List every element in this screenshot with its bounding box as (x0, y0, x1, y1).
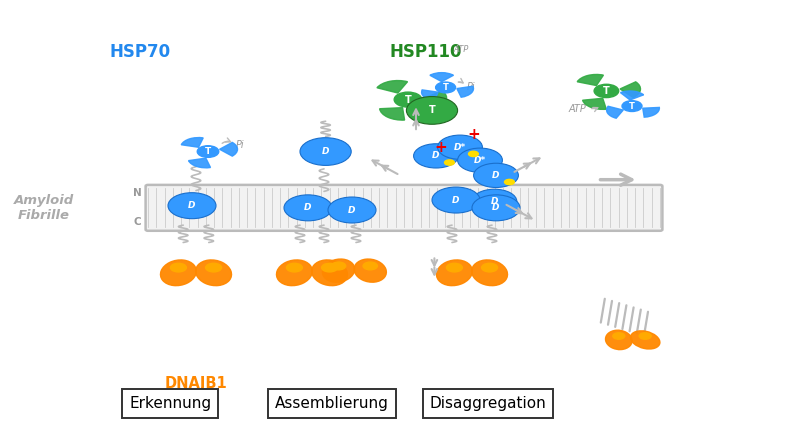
Text: T: T (629, 102, 635, 110)
Text: ATP: ATP (454, 45, 469, 54)
Text: D: D (304, 204, 312, 212)
Circle shape (505, 179, 514, 185)
Wedge shape (457, 86, 474, 97)
Text: T: T (442, 83, 449, 92)
Circle shape (363, 262, 378, 270)
Text: +: + (434, 140, 447, 155)
Text: ATP: ATP (569, 104, 586, 114)
Wedge shape (377, 81, 407, 93)
Wedge shape (189, 158, 210, 168)
Circle shape (613, 333, 625, 339)
Circle shape (331, 262, 346, 270)
Circle shape (446, 263, 462, 272)
Wedge shape (219, 142, 238, 156)
Wedge shape (380, 108, 405, 120)
Text: Pi: Pi (466, 81, 475, 92)
Text: +: + (467, 127, 480, 142)
Circle shape (436, 82, 455, 93)
Text: D*: D* (474, 156, 486, 165)
Circle shape (414, 144, 458, 168)
Wedge shape (423, 91, 446, 108)
Text: Pi: Pi (236, 140, 245, 150)
Text: DNAJB1: DNAJB1 (165, 376, 227, 391)
Text: D: D (492, 171, 500, 180)
Wedge shape (577, 74, 603, 86)
Circle shape (394, 92, 422, 107)
Circle shape (622, 101, 642, 111)
Circle shape (474, 163, 518, 187)
Circle shape (639, 333, 651, 339)
Wedge shape (642, 107, 659, 117)
Circle shape (206, 263, 222, 272)
Text: D: D (188, 201, 196, 210)
Circle shape (168, 193, 216, 219)
Text: Erkennung: Erkennung (130, 396, 211, 411)
Circle shape (322, 263, 338, 272)
Text: Disaggregation: Disaggregation (430, 396, 546, 411)
Ellipse shape (322, 259, 354, 282)
Text: D: D (432, 152, 440, 160)
Ellipse shape (630, 331, 660, 349)
Circle shape (300, 138, 351, 165)
Circle shape (286, 263, 302, 272)
FancyBboxPatch shape (146, 185, 662, 231)
Circle shape (170, 263, 186, 272)
Circle shape (472, 189, 517, 213)
Ellipse shape (606, 330, 632, 349)
Ellipse shape (196, 260, 231, 286)
Circle shape (458, 148, 502, 172)
Ellipse shape (312, 260, 347, 286)
Ellipse shape (277, 260, 312, 286)
Text: T: T (603, 86, 610, 96)
Wedge shape (606, 106, 623, 118)
Text: T: T (405, 94, 411, 105)
Text: D: D (348, 206, 356, 214)
Ellipse shape (354, 259, 386, 282)
Circle shape (284, 195, 332, 221)
Circle shape (328, 197, 376, 223)
Text: D: D (492, 204, 500, 212)
Wedge shape (620, 82, 641, 97)
Text: HSP110: HSP110 (390, 43, 462, 61)
Circle shape (432, 187, 480, 213)
Wedge shape (582, 98, 606, 110)
Circle shape (198, 146, 218, 157)
Text: D: D (490, 197, 498, 206)
Circle shape (445, 160, 454, 165)
Circle shape (406, 97, 458, 124)
Circle shape (482, 263, 498, 272)
Text: D*: D* (454, 143, 466, 152)
Text: T: T (205, 147, 211, 156)
Ellipse shape (161, 260, 196, 286)
Circle shape (594, 84, 618, 97)
Wedge shape (422, 90, 438, 101)
Wedge shape (182, 138, 203, 147)
Circle shape (472, 195, 520, 221)
Text: Assemblierung: Assemblierung (275, 396, 389, 411)
Circle shape (469, 151, 478, 157)
Ellipse shape (437, 260, 472, 286)
Wedge shape (621, 91, 644, 100)
Wedge shape (430, 73, 454, 82)
Text: T: T (429, 105, 435, 116)
Text: HSP70: HSP70 (110, 43, 170, 61)
Text: Amyloid
Fibrille: Amyloid Fibrille (14, 194, 74, 222)
Text: D: D (322, 147, 330, 156)
Text: N: N (133, 188, 142, 198)
Text: D: D (452, 196, 460, 204)
Text: C: C (134, 217, 142, 227)
Circle shape (438, 135, 482, 159)
Ellipse shape (472, 260, 507, 286)
